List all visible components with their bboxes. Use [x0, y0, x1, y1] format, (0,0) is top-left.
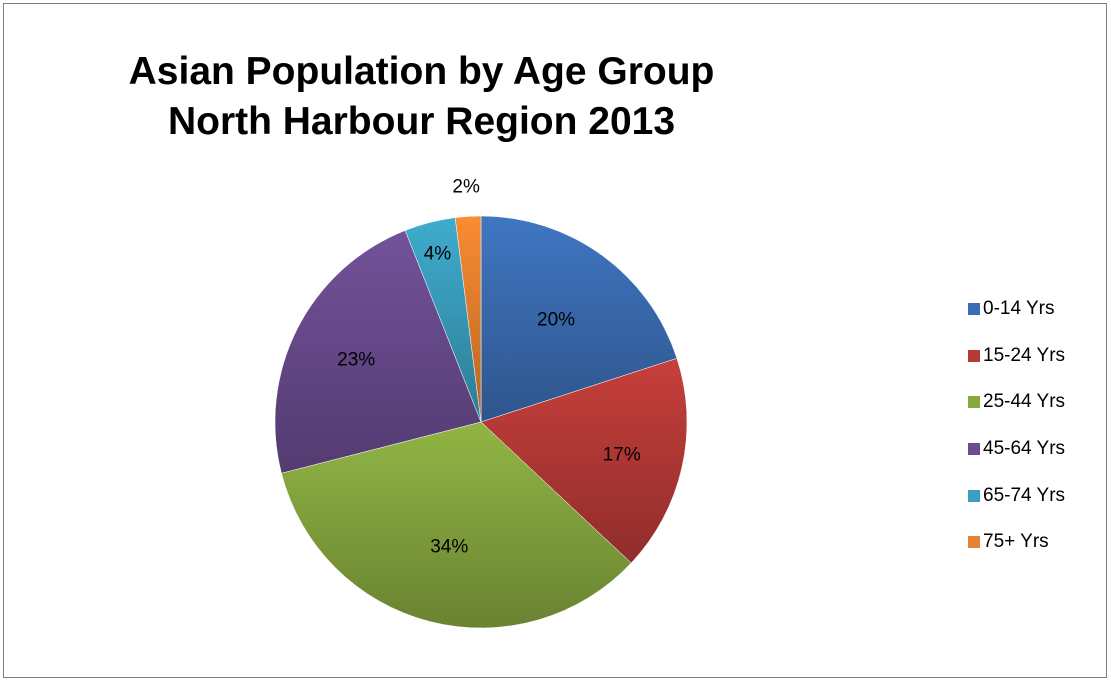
chart-title-block: Asian Population by Age Group North Harb…: [4, 47, 839, 147]
pie-slice-75-yrs: [454, 215, 482, 423]
legend-item-15-24-yrs: 15-24 Yrs: [968, 333, 1065, 380]
legend-label: 65-74 Yrs: [983, 484, 1066, 506]
pie-slice-0-14-yrs: [480, 215, 678, 423]
legend-label: 45-64 Yrs: [983, 438, 1066, 460]
legend-label: 75+ Yrs: [983, 531, 1049, 553]
data-label-75-yrs: 2%: [452, 177, 480, 198]
legend-swatch: [968, 349, 980, 362]
legend-swatch: [968, 396, 980, 409]
legend-swatch: [968, 303, 980, 316]
data-label-0-14-yrs: 20%: [537, 310, 575, 331]
chart-subtitle: North Harbour Region 2013: [167, 100, 676, 143]
pie-slice-45-64-yrs: [274, 230, 482, 474]
data-label-25-44-yrs: 34%: [430, 537, 468, 558]
legend-swatch: [968, 489, 980, 502]
data-label-65-74-yrs: 4%: [424, 243, 452, 264]
legend-label: 15-24 Yrs: [983, 344, 1066, 366]
chart-title: Asian Population by Age Group: [128, 50, 715, 93]
legend-swatch: [968, 443, 980, 456]
data-label-45-64-yrs: 23%: [337, 349, 375, 370]
legend-item-45-64-yrs: 45-64 Yrs: [968, 426, 1065, 473]
legend-item-65-74-yrs: 65-74 Yrs: [968, 472, 1065, 519]
legend-item-75-yrs: 75+ Yrs: [968, 519, 1065, 566]
legend: 0-14 Yrs 15-24 Yrs 25-44 Yrs 45-64 Yrs 65-74…: [968, 286, 1065, 566]
pie-slice-15-24-yrs: [480, 358, 688, 564]
pie-slice-25-44-yrs: [281, 421, 632, 629]
legend-swatch: [968, 536, 980, 549]
legend-item-0-14-yrs: 0-14 Yrs: [968, 286, 1065, 333]
legend-label: 25-44 Yrs: [983, 391, 1066, 413]
data-label-15-24-yrs: 17%: [603, 444, 641, 465]
legend-item-25-44-yrs: 25-44 Yrs: [968, 379, 1065, 426]
legend-label: 0-14 Yrs: [983, 298, 1055, 320]
